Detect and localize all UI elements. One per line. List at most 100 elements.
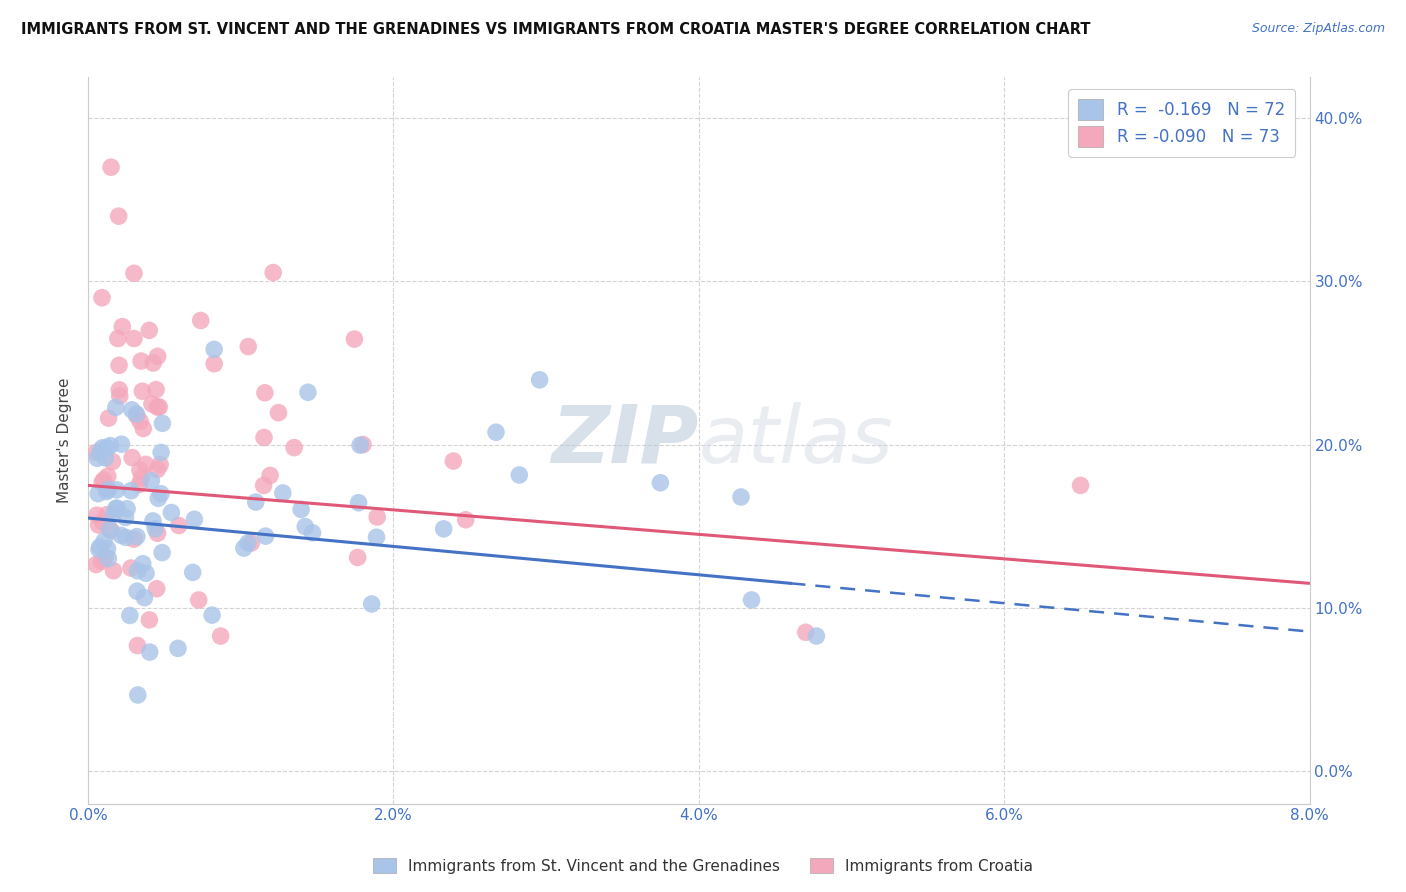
Point [96, 508, 118, 522]
Point [108, 383, 131, 397]
Point [110, 528, 132, 542]
Point [104, 501, 127, 516]
Point [98, 523, 121, 537]
Point [294, 519, 316, 533]
Point [238, 340, 260, 354]
Point [730, 490, 752, 504]
Point [108, 359, 131, 373]
Point [127, 564, 149, 578]
Text: Source: ZipAtlas.com: Source: ZipAtlas.com [1251, 22, 1385, 36]
Point [127, 639, 149, 653]
Point [101, 454, 124, 468]
Point [86, 508, 108, 523]
Point [134, 591, 156, 605]
Point [100, 524, 122, 538]
Point [253, 430, 276, 444]
Point [97, 469, 120, 483]
Point [145, 582, 167, 596]
Point [346, 550, 368, 565]
Point [121, 402, 143, 417]
Point [146, 462, 169, 476]
Point [253, 385, 276, 400]
Point [301, 525, 323, 540]
Point [115, 501, 138, 516]
Point [131, 384, 153, 399]
Point [107, 332, 129, 346]
Point [441, 454, 464, 468]
Text: atlas: atlas [699, 401, 894, 480]
Point [183, 512, 205, 526]
Point [125, 409, 148, 423]
Point [190, 313, 212, 327]
Point [122, 266, 145, 280]
Point [366, 510, 388, 524]
Point [366, 530, 388, 544]
Point [84, 558, 107, 572]
Point [131, 471, 153, 485]
Point [87, 486, 110, 500]
Point [114, 510, 136, 524]
Legend: R =  -0.169   N = 72, R = -0.090   N = 73: R = -0.169 N = 72, R = -0.090 N = 73 [1069, 89, 1295, 157]
Point [105, 483, 128, 497]
Point [143, 522, 166, 536]
Point [454, 513, 477, 527]
Point [209, 629, 232, 643]
Point [135, 566, 157, 581]
Point [1070, 478, 1092, 492]
Point [232, 541, 254, 555]
Point [741, 593, 763, 607]
Point [100, 439, 122, 453]
Point [142, 356, 165, 370]
Point [267, 406, 290, 420]
Point [97, 411, 120, 425]
Point [96, 541, 118, 556]
Point [96, 441, 118, 455]
Point [111, 319, 134, 334]
Point [297, 385, 319, 400]
Point [254, 529, 277, 543]
Point [650, 475, 672, 490]
Point [149, 458, 172, 472]
Point [94, 450, 117, 465]
Point [96, 484, 118, 499]
Point [108, 389, 131, 403]
Point [90, 554, 112, 568]
Point [128, 477, 150, 491]
Point [110, 437, 132, 451]
Point [202, 343, 225, 357]
Text: ZIP: ZIP [551, 401, 699, 480]
Text: IMMIGRANTS FROM ST. VINCENT AND THE GRENADINES VS IMMIGRANTS FROM CROATIA MASTER: IMMIGRANTS FROM ST. VINCENT AND THE GREN… [21, 22, 1091, 37]
Point [145, 383, 167, 397]
Point [89, 540, 111, 554]
Point [96, 481, 118, 495]
Point [125, 407, 148, 421]
Point [91, 475, 114, 490]
Point [253, 478, 276, 492]
Point [433, 522, 456, 536]
Point [120, 483, 142, 498]
Point [142, 514, 165, 528]
Point [529, 373, 551, 387]
Point [115, 531, 138, 545]
Point [146, 400, 169, 414]
Point [283, 441, 305, 455]
Point [122, 332, 145, 346]
Point [93, 534, 115, 549]
Point [91, 515, 114, 529]
Point [201, 608, 224, 623]
Point [271, 486, 294, 500]
Point [236, 536, 259, 550]
Point [138, 645, 160, 659]
Point [87, 518, 110, 533]
Point [148, 491, 170, 506]
Point [93, 473, 115, 487]
Point [132, 557, 155, 571]
Point [129, 414, 152, 428]
Point [125, 584, 148, 599]
Point [349, 438, 371, 452]
Point [132, 421, 155, 435]
Point [262, 266, 284, 280]
Point [167, 641, 190, 656]
Point [141, 397, 163, 411]
Point [103, 564, 125, 578]
